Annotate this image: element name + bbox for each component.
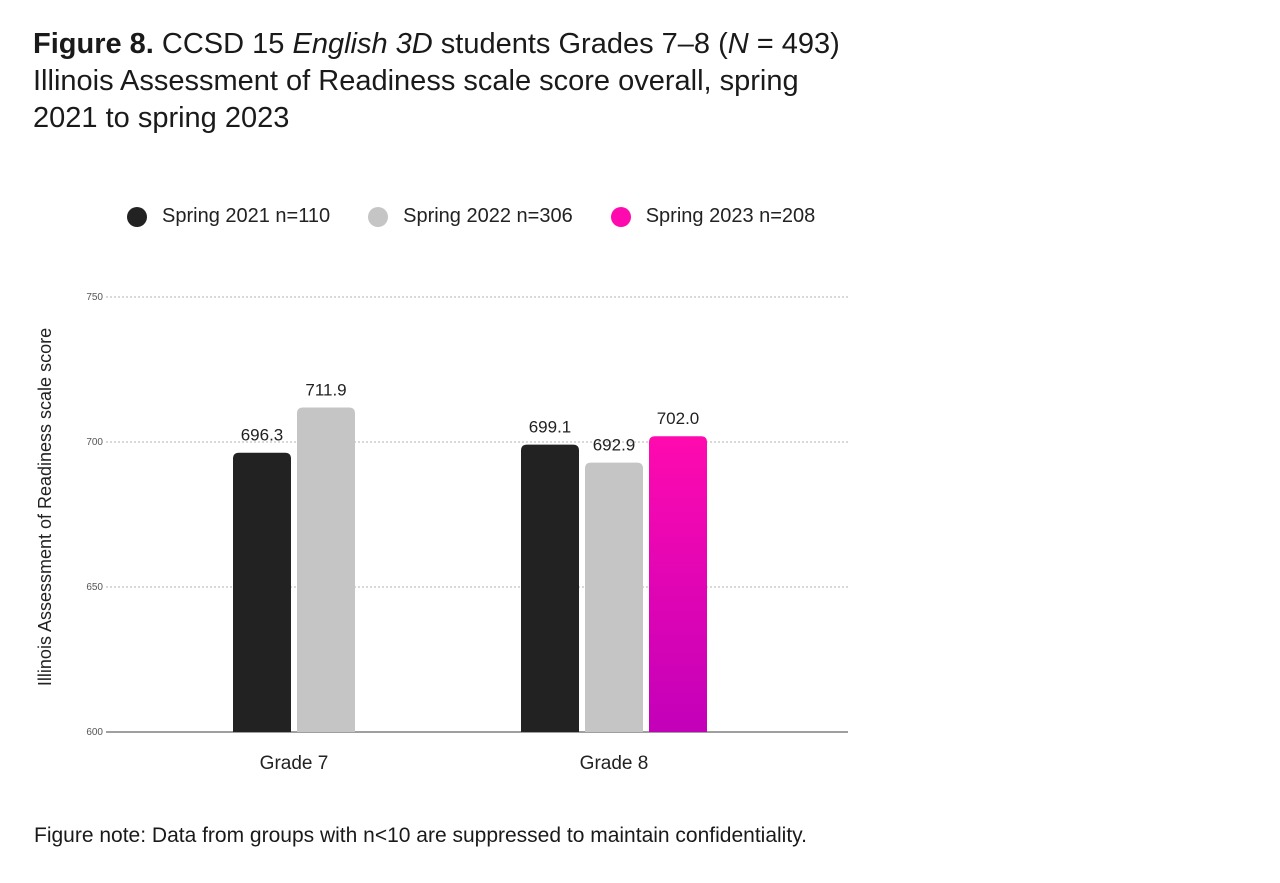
- legend-item-spring-2021: Spring 2021 n=110: [127, 205, 330, 228]
- figure-label: Figure 8.: [33, 28, 154, 60]
- data-label: 711.9: [305, 380, 346, 399]
- y-tick-label: 750: [86, 292, 103, 303]
- bar-spring-2021-grade-7: [233, 452, 291, 732]
- data-label: 692.9: [593, 436, 636, 455]
- y-tick-label: 650: [86, 582, 103, 593]
- title-part-a: CCSD 15: [161, 28, 285, 60]
- legend-swatch-spring-2023: [610, 206, 631, 227]
- legend-label-spring-2022: Spring 2022 n=306: [403, 205, 573, 227]
- y-tick-label: 600: [86, 727, 103, 738]
- title-n-symbol: N: [727, 28, 749, 60]
- legend-swatch-spring-2022: [368, 206, 389, 227]
- data-label: 702.0: [657, 409, 700, 428]
- bar-spring-2021-grade-8: [521, 444, 579, 732]
- title-program-name: English 3D: [292, 28, 433, 60]
- title-part-b: students Grades 7–8 (: [440, 28, 728, 60]
- data-label: 696.3: [241, 426, 284, 445]
- legend-item-spring-2022: Spring 2022 n=306: [368, 205, 573, 228]
- title-part-c: Illinois Assessment of Readiness scale s…: [33, 65, 799, 134]
- legend-label-spring-2021: Spring 2021 n=110: [162, 205, 331, 227]
- x-tick-label: Grade 8: [580, 753, 649, 774]
- bar-spring-2022-grade-7: [297, 407, 355, 732]
- bar-spring-2023-grade-8: [649, 436, 707, 732]
- chart-legend: Spring 2021 n=110 Spring 2022 n=306 Spri…: [127, 205, 853, 228]
- y-tick-label: 700: [86, 437, 103, 448]
- figure-title: Figure 8. CCSD 15 English 3D students Gr…: [33, 26, 853, 137]
- figure-note: Figure note: Data from groups with n<10 …: [34, 824, 807, 847]
- legend-item-spring-2023: Spring 2023 n=208: [610, 205, 816, 228]
- data-label: 699.1: [529, 418, 572, 437]
- title-n-value: = 493): [748, 28, 840, 60]
- x-tick-label: Grade 7: [260, 753, 329, 774]
- bar-spring-2022-grade-8: [585, 462, 643, 732]
- legend-label-spring-2023: Spring 2023 n=208: [645, 205, 816, 227]
- legend-swatch-spring-2021: [127, 206, 147, 227]
- y-axis-title: Illinois Assessment of Readiness scale s…: [35, 328, 55, 686]
